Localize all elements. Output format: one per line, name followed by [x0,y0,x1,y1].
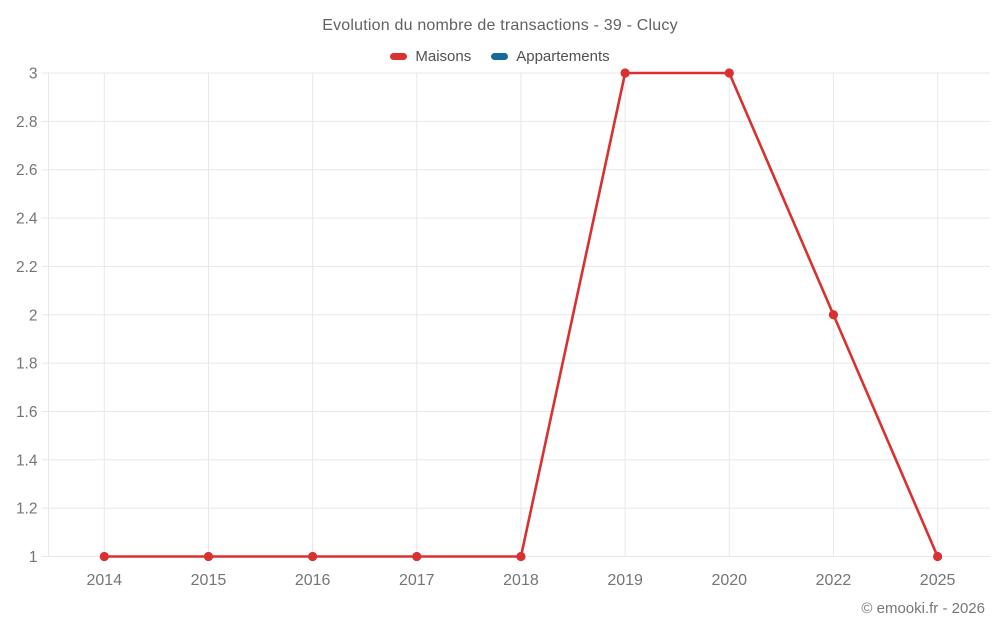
x-tick-label: 2020 [711,572,747,589]
y-tick-label: 2.8 [16,114,38,131]
legend-item-maisons[interactable]: Maisons [390,48,471,65]
chart-title: Evolution du nombre de transactions - 39… [322,17,678,34]
y-tick-label: 2.4 [16,211,38,228]
y-tick-label: 1 [29,549,38,566]
y-tick-label: 1.2 [16,501,38,518]
data-point-maisons-2015[interactable] [203,551,214,562]
x-tick-label: 2025 [920,572,956,589]
legend-swatch-maisons-icon [390,52,408,60]
copyright: © emooki.fr - 2026 [861,600,985,617]
x-tick-label: 2022 [816,572,852,589]
legend-item-appartements[interactable]: Appartements [491,47,610,65]
x-tick-label: 2019 [607,572,643,589]
data-point-maisons-2014[interactable] [99,551,109,562]
y-tick-label: 1.8 [16,356,38,373]
x-tick-label: 2014 [87,572,123,589]
x-tick-label: 2017 [399,572,435,589]
x-tick-label: 2016 [295,572,331,589]
data-point-maisons-2016[interactable] [308,551,318,562]
legend-label-maisons: Maisons [415,47,472,65]
data-point-maisons-2017[interactable] [412,551,422,562]
legend: Maisons Appartements [0,46,1000,66]
y-tick-label: 3 [29,66,38,83]
data-point-maisons-2020[interactable] [724,68,734,78]
legend-label-appartements: Appartements [516,47,610,65]
x-tick-label: 2018 [503,572,539,589]
data-point-maisons-2019[interactable] [620,68,630,78]
y-tick-label: 2 [29,307,38,324]
y-tick-label: 2.6 [16,162,38,179]
x-tick-label: 2015 [191,572,227,589]
y-tick-label: 1.4 [16,452,38,469]
data-point-maisons-2025[interactable] [933,551,943,562]
data-point-maisons-2022[interactable] [828,310,839,320]
y-tick-label: 1.6 [16,404,38,421]
data-point-maisons-2018[interactable] [516,551,526,562]
legend-swatch-appartements-icon [491,52,509,60]
y-tick-label: 2.2 [16,259,38,276]
